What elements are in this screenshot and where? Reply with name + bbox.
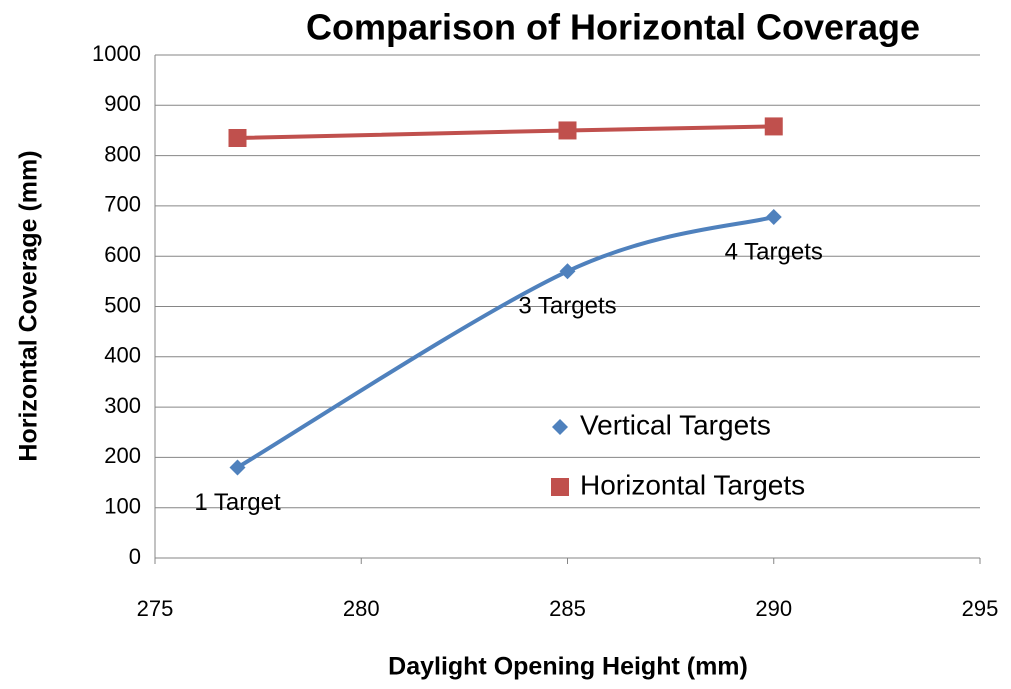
x-tick-label: 295 [962, 596, 999, 621]
legend-label: Horizontal Targets [580, 469, 805, 500]
y-tick-label: 900 [104, 91, 141, 116]
x-tick-label: 285 [549, 596, 586, 621]
y-axis-label: Horizontal Coverage (mm) [15, 150, 43, 461]
y-tick-label: 700 [104, 192, 141, 217]
marker [229, 459, 246, 476]
series-line [237, 124, 774, 140]
marker [228, 128, 247, 147]
y-tick-label: 1000 [92, 41, 141, 66]
marker [765, 208, 782, 225]
marker [559, 263, 576, 280]
y-tick-label: 0 [129, 544, 141, 569]
marker [558, 121, 577, 140]
x-tick-label: 290 [755, 596, 792, 621]
y-tick-label: 600 [104, 242, 141, 267]
annotation: 4 Targets [725, 238, 823, 265]
x-axis-label: Daylight Opening Height (mm) [388, 653, 748, 681]
series-line [236, 215, 775, 470]
chart-title: Comparison of Horizontal Coverage [306, 7, 920, 48]
x-tick-label: 280 [343, 596, 380, 621]
y-tick-label: 100 [104, 494, 141, 519]
y-tick-label: 500 [104, 292, 141, 317]
x-tick-label: 275 [137, 596, 174, 621]
y-tick-label: 400 [104, 343, 141, 368]
y-tick-label: 300 [104, 393, 141, 418]
annotation: 1 Target [194, 489, 281, 516]
marker [551, 478, 569, 496]
marker [552, 419, 568, 435]
marker [764, 117, 783, 136]
y-tick-label: 800 [104, 141, 141, 166]
y-tick-label: 200 [104, 443, 141, 468]
legend-label: Vertical Targets [580, 409, 771, 440]
annotation: 3 Targets [518, 293, 616, 320]
